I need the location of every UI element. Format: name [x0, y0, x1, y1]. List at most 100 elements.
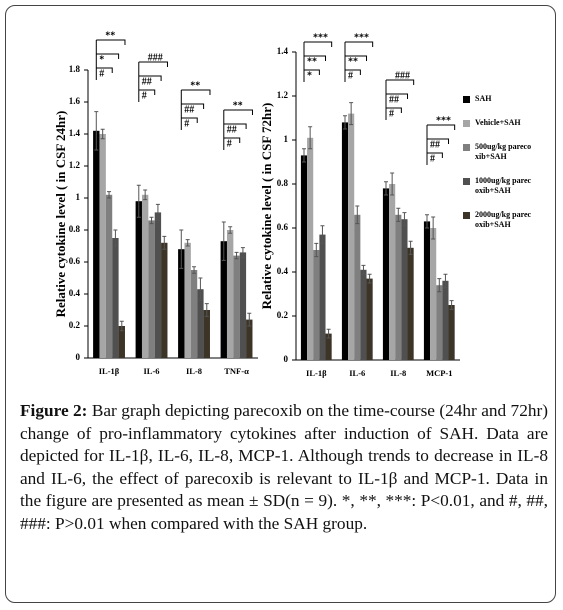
bar	[141, 194, 149, 358]
y-tick-label: 0.8	[277, 178, 289, 188]
y-axis-label: Relative cytokine level ( in CSF 24hr)	[53, 111, 68, 318]
legend-label: 2000ug/kg parecoxib+SAH	[475, 210, 532, 229]
x-tick-label: MCP-1	[426, 368, 452, 378]
legend-label: SAH	[475, 94, 492, 103]
significance-label: ##	[184, 104, 194, 115]
significance-label: ##	[142, 76, 152, 87]
x-tick-label: IL-1β	[306, 368, 327, 378]
bar	[220, 241, 227, 358]
significance-label: ##	[430, 139, 440, 150]
bracket	[181, 117, 198, 123]
legend-label: 500ug/kg parecoxib+SAH	[475, 142, 532, 161]
bar	[178, 249, 185, 358]
error-bar	[143, 189, 148, 201]
significance-label: #	[430, 153, 435, 164]
legend-item: 1000ug/kg parecoxib+SAH	[463, 176, 533, 196]
bracket	[426, 138, 450, 144]
error-bar	[247, 312, 252, 327]
bracket	[344, 69, 361, 75]
bar	[360, 269, 367, 360]
bar	[407, 247, 414, 360]
error-bar	[240, 247, 245, 258]
bar	[246, 319, 253, 358]
bar	[442, 280, 449, 360]
legend-item: 2000ug/kg parecoxib+SAH	[463, 210, 533, 230]
bracket	[303, 69, 320, 75]
significance-label: ***	[436, 115, 451, 126]
bar	[197, 289, 204, 358]
bar	[93, 130, 100, 358]
error-bar	[326, 328, 331, 339]
bar	[341, 122, 349, 361]
x-tick-label: IL-6	[144, 366, 160, 376]
bracket	[138, 75, 162, 81]
error-bar	[402, 212, 407, 227]
caption: Figure 2: Bar graph depicting parecoxib …	[20, 400, 548, 535]
bar	[112, 238, 119, 358]
bar	[348, 113, 355, 360]
bar	[148, 220, 155, 358]
bar	[233, 255, 240, 358]
error-bar	[367, 273, 372, 284]
bar	[389, 184, 396, 360]
legend-swatch	[463, 212, 470, 219]
bar	[423, 221, 431, 360]
legend-item: 500ug/kg parecoxib+SAH	[463, 142, 533, 162]
bar	[99, 134, 106, 358]
error-bar	[185, 239, 190, 247]
bar	[382, 188, 390, 360]
bracket	[344, 55, 368, 61]
significance-label: #	[227, 138, 232, 149]
bracket	[385, 93, 409, 99]
bracket	[223, 109, 253, 115]
y-tick-label: 1.8	[69, 64, 81, 74]
bar	[105, 194, 113, 358]
significance-label: ###	[148, 52, 163, 63]
x-tick-label: IL-6	[349, 368, 365, 378]
y-tick-label: 0.4	[69, 288, 81, 298]
error-bar	[234, 251, 239, 260]
y-axis-label: Relative cytokine level ( in CSF 72hr)	[259, 103, 274, 310]
bar	[325, 333, 332, 360]
error-bar	[408, 240, 413, 255]
bar	[135, 201, 142, 358]
x-tick-label: TNF-α	[224, 366, 249, 376]
bracket	[96, 39, 126, 45]
legend-swatch	[463, 178, 470, 185]
significance-label: *	[307, 70, 312, 81]
error-bar	[431, 216, 436, 240]
error-bar	[149, 216, 154, 225]
bar	[319, 234, 326, 360]
significance-label: #	[184, 118, 189, 129]
error-bar	[308, 126, 313, 150]
y-tick-label: 1.6	[69, 96, 81, 106]
error-bar	[437, 278, 442, 293]
y-tick-label: 1.4	[277, 46, 289, 56]
bar	[226, 230, 234, 358]
bracket	[303, 55, 327, 61]
x-tick-label: IL-8	[390, 368, 406, 378]
error-bar	[314, 242, 319, 258]
bar	[436, 285, 443, 360]
caption-text: Bar graph depicting parecoxib on the tim…	[20, 401, 548, 533]
error-bar	[355, 205, 360, 225]
error-bar	[349, 102, 354, 126]
y-tick-label: 0	[284, 354, 289, 364]
bracket	[96, 67, 113, 73]
significance-label: **	[105, 30, 115, 41]
bar	[354, 214, 361, 360]
error-bar	[94, 111, 99, 151]
error-bar	[198, 277, 203, 301]
bracket	[138, 89, 156, 95]
y-tick-label: 1.2	[69, 160, 81, 170]
significance-label: #	[142, 90, 147, 101]
error-bar	[301, 148, 306, 163]
error-bar	[136, 184, 141, 218]
error-bar	[361, 264, 366, 275]
error-bar	[320, 225, 325, 244]
legend-swatch	[463, 96, 470, 103]
bar	[154, 212, 162, 358]
error-bar	[228, 226, 233, 234]
legend-label: Vehicle+SAH	[475, 118, 521, 127]
